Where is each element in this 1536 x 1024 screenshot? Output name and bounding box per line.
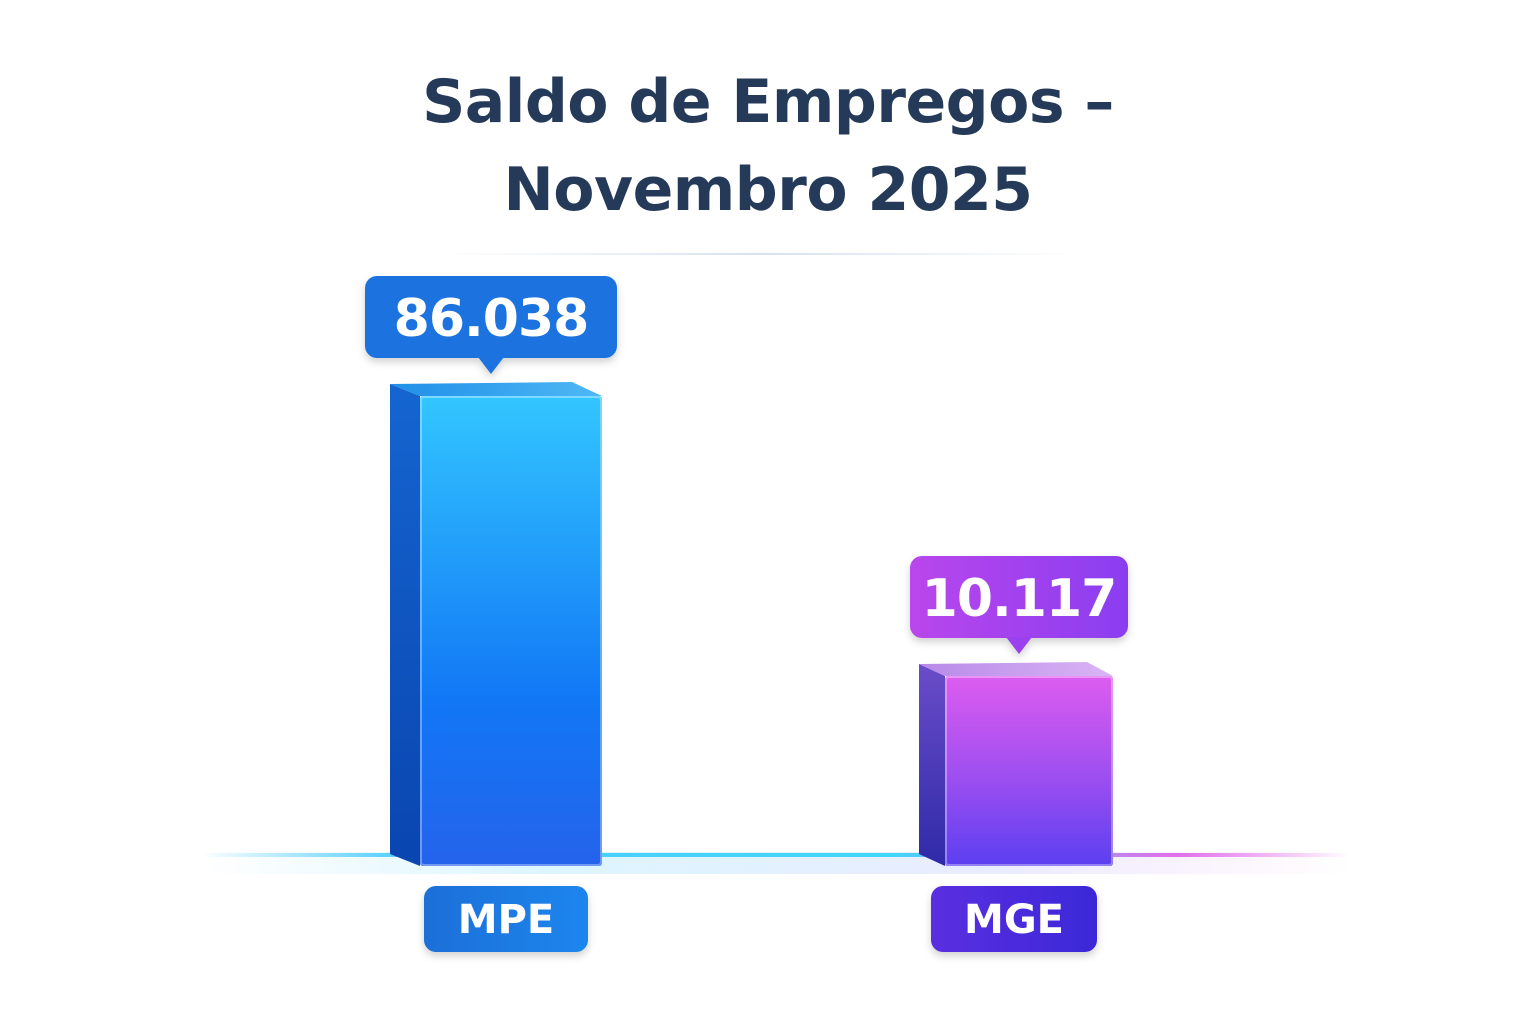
category-label-mge: MGE [964, 897, 1064, 943]
chart-title-line-2: Novembro 2025 [503, 155, 1033, 225]
bar-mge-side [919, 664, 945, 866]
category-label-mpe: MPE [458, 897, 554, 943]
bar-mpe-highlight [420, 396, 602, 866]
category-pill-mpe-box [424, 886, 588, 952]
category-pill-mge-box [931, 886, 1097, 952]
value-tag-mge-pointer [1006, 637, 1032, 654]
baseline [200, 853, 1350, 857]
value-tag-mpe-box [365, 276, 617, 358]
bar-mge [919, 662, 1113, 866]
title-divider [440, 253, 1080, 255]
bar-mpe-front [420, 396, 602, 866]
chart-title-line-1: Saldo de Empregos – [422, 67, 1114, 137]
bar-mpe-top [390, 382, 602, 396]
value-label-mge: 10.117 [922, 569, 1117, 629]
value-tag-mpe-pointer [478, 357, 504, 374]
bar-mge-highlight [945, 676, 1113, 866]
category-pill-mpe: MPE [424, 886, 588, 952]
bar-mpe-side [390, 384, 420, 866]
chart-title: Saldo de Empregos – Novembro 2025 [0, 58, 1536, 234]
value-label-mpe: 86.038 [394, 289, 589, 349]
bar-mpe [390, 382, 602, 866]
bar-mge-top [919, 662, 1113, 676]
value-tag-mge: 10.117 [910, 556, 1128, 654]
category-pill-mge: MGE [931, 886, 1097, 952]
value-tag-mpe: 86.038 [365, 276, 617, 374]
bar-mge-front [945, 676, 1113, 866]
value-tag-mge-box [910, 556, 1128, 638]
